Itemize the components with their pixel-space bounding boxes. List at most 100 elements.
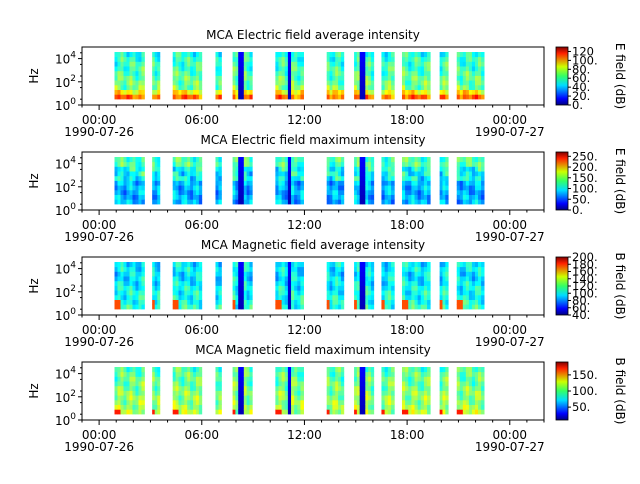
heatmap-cell xyxy=(132,285,136,291)
heatmap-cell xyxy=(362,385,366,391)
heatmap-cell xyxy=(184,189,188,195)
heatmap-cell xyxy=(471,371,476,377)
heatmap-cell xyxy=(175,266,179,272)
heatmap-cell xyxy=(181,390,185,396)
heatmap-cell xyxy=(215,276,219,282)
heatmap-cell xyxy=(381,371,386,377)
heatmap-cell xyxy=(368,385,372,391)
heatmap-cell xyxy=(135,395,139,401)
heatmap-cell xyxy=(423,367,428,373)
heatmap-cell xyxy=(356,371,361,377)
heatmap-cell xyxy=(423,399,428,405)
heatmap-cell xyxy=(291,399,295,405)
heatmap-cell xyxy=(178,294,182,300)
heatmap-cell xyxy=(215,381,219,387)
heatmap-cell xyxy=(411,367,415,373)
heatmap-cell xyxy=(456,294,461,300)
heatmap-cell xyxy=(335,290,339,296)
heatmap-cell xyxy=(238,266,242,272)
heatmap-cell xyxy=(387,262,392,268)
heatmap-cell xyxy=(114,304,118,310)
heatmap-cell xyxy=(238,285,242,291)
heatmap-cell xyxy=(232,376,236,382)
heatmap-cell xyxy=(335,56,339,62)
heatmap-cell xyxy=(284,194,289,200)
heatmap-cell xyxy=(243,70,248,76)
heatmap-cell xyxy=(459,299,464,305)
heatmap-cell xyxy=(391,180,395,186)
heatmap-cell xyxy=(338,299,342,305)
heatmap-cell xyxy=(354,399,358,405)
heatmap-cell xyxy=(181,266,185,272)
heatmap-cell xyxy=(456,290,461,296)
heatmap-cell xyxy=(141,89,145,95)
heatmap-cell xyxy=(478,56,482,62)
heatmap-cell xyxy=(275,404,279,410)
heatmap-cell xyxy=(281,304,286,310)
heatmap-cell xyxy=(123,290,127,296)
heatmap-cell xyxy=(420,89,425,95)
heatmap-cell xyxy=(114,395,118,401)
heatmap-cell xyxy=(300,80,304,86)
heatmap-cell xyxy=(445,299,449,305)
heatmap-cell xyxy=(414,294,419,300)
heatmap-cell xyxy=(297,371,301,377)
heatmap-cell xyxy=(329,175,333,181)
heatmap-cell xyxy=(300,294,304,300)
heatmap-cell xyxy=(445,266,449,272)
heatmap-cell xyxy=(129,266,133,272)
heatmap-cell xyxy=(246,285,250,291)
heatmap-cell xyxy=(120,194,124,200)
colorbar-label: B field (dB) xyxy=(613,358,627,425)
heatmap-cell xyxy=(300,66,304,72)
heatmap-cell xyxy=(370,262,375,268)
heatmap-cell xyxy=(152,399,156,405)
heatmap-cell xyxy=(408,285,412,291)
heatmap-cell xyxy=(354,189,358,195)
heatmap-cell xyxy=(414,271,419,277)
heatmap-cell xyxy=(465,175,470,181)
heatmap-cell xyxy=(243,194,248,200)
heatmap-cell xyxy=(190,280,194,286)
heatmap-cell xyxy=(445,166,449,172)
heatmap-cell xyxy=(132,161,136,167)
heatmap-cell xyxy=(132,89,136,95)
heatmap-cell xyxy=(405,70,409,76)
heatmap-cell xyxy=(365,157,369,163)
heatmap-cell xyxy=(114,276,118,282)
heatmap-cell xyxy=(132,390,136,396)
heatmap-cell xyxy=(198,75,203,81)
heatmap-cell xyxy=(154,52,158,58)
heatmap-cell xyxy=(297,276,301,282)
heatmap-cell xyxy=(135,262,139,268)
heatmap-cell xyxy=(405,285,409,291)
heatmap-cell xyxy=(278,280,283,286)
y-tick-label: 104 xyxy=(55,156,76,172)
heatmap-cell xyxy=(354,409,358,415)
heatmap-cell xyxy=(408,371,412,377)
heatmap-cell xyxy=(340,266,345,272)
heatmap-cell xyxy=(152,94,156,100)
heatmap-cell xyxy=(300,385,304,391)
heatmap-cell xyxy=(384,189,389,195)
heatmap-cell xyxy=(132,189,136,195)
heatmap-cell xyxy=(241,367,245,373)
heatmap-cell xyxy=(249,266,253,272)
heatmap-cell xyxy=(401,381,406,387)
heatmap-cell xyxy=(172,70,176,76)
heatmap-cell xyxy=(126,262,130,268)
heatmap-cell xyxy=(123,89,127,95)
heatmap-cell xyxy=(465,266,470,272)
heatmap-cell xyxy=(356,166,361,172)
heatmap-cell xyxy=(405,395,409,401)
heatmap-cell xyxy=(384,262,389,268)
heatmap-cell xyxy=(326,175,330,181)
heatmap-cell xyxy=(300,271,304,277)
heatmap-cell xyxy=(478,262,482,268)
heatmap-cell xyxy=(340,171,345,177)
heatmap-cell xyxy=(184,262,188,268)
heatmap-cell xyxy=(387,75,392,81)
heatmap-cell xyxy=(278,80,283,86)
heatmap-cell xyxy=(172,404,176,410)
heatmap-cell xyxy=(135,304,139,310)
